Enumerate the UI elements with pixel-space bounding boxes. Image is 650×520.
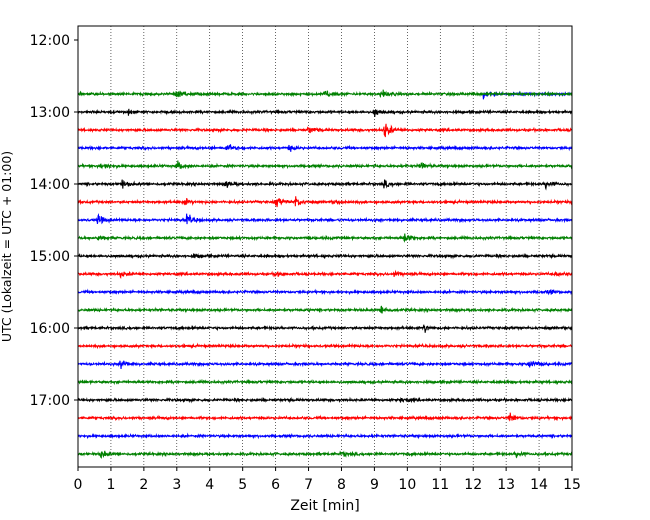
y-axis-label: UTC (Lokalzeit = UTC + 01:00) [0, 151, 14, 342]
trace-row-9 [77, 233, 573, 243]
y-tick-label-4: 16:00 [30, 321, 70, 337]
trace-row-12 [77, 288, 573, 296]
y-axis-ticks: 12:00 13:00 14:00 15:00 16:00 17:00 [30, 33, 78, 409]
trace-row-16 [77, 360, 573, 369]
trace-row-8 [77, 213, 573, 225]
trace-row-6 [77, 179, 573, 191]
x-tick-label-6: 6 [271, 477, 280, 493]
trace-row-7 [77, 196, 573, 208]
trace-row-10 [77, 252, 573, 260]
trace-row-18 [77, 396, 573, 404]
trace-row-4 [77, 144, 573, 152]
x-tick-label-12: 12 [464, 477, 482, 493]
x-tick-label-9: 9 [370, 477, 379, 493]
x-tick-label-15: 15 [563, 477, 581, 493]
x-tick-label-0: 0 [74, 477, 83, 493]
x-tick-label-7: 7 [304, 477, 313, 493]
x-tick-label-11: 11 [431, 477, 449, 493]
trace-row-20 [77, 432, 573, 440]
trace-row-2 [77, 108, 573, 117]
x-tick-label-3: 3 [172, 477, 181, 493]
trace-row-17 [77, 378, 573, 386]
trace-row-14 [77, 324, 573, 333]
x-tick-label-14: 14 [530, 477, 548, 493]
trace-row-19 [77, 412, 573, 422]
x-tick-label-4: 4 [205, 477, 214, 493]
trace-row-11 [77, 269, 573, 280]
trace-row-21 [77, 450, 573, 459]
x-tick-label-1: 1 [106, 477, 115, 493]
x-axis-ticks: 0 1 2 3 4 5 6 7 8 9 10 11 12 13 14 15 [74, 467, 581, 493]
x-axis-label: Zeit [min] [290, 498, 359, 514]
trace-row-5 [77, 160, 573, 170]
x-tick-label-2: 2 [139, 477, 148, 493]
seismic-traces [77, 89, 573, 459]
plot-frame [77, 25, 573, 468]
trace-row-1 [77, 89, 573, 99]
y-tick-label-1: 13:00 [30, 105, 70, 121]
x-tick-label-10: 10 [398, 477, 416, 493]
y-tick-label-5: 17:00 [30, 393, 70, 409]
x-tick-label-13: 13 [497, 477, 515, 493]
y-tick-label-2: 14:00 [30, 177, 70, 193]
trace-row-15 [77, 342, 573, 350]
y-tick-label-0: 12:00 [30, 33, 70, 49]
trace-row-13 [77, 305, 573, 314]
x-tick-label-8: 8 [337, 477, 346, 493]
x-tick-label-5: 5 [238, 477, 247, 493]
y-tick-label-3: 15:00 [30, 249, 70, 265]
trace-row-3 [77, 123, 573, 138]
